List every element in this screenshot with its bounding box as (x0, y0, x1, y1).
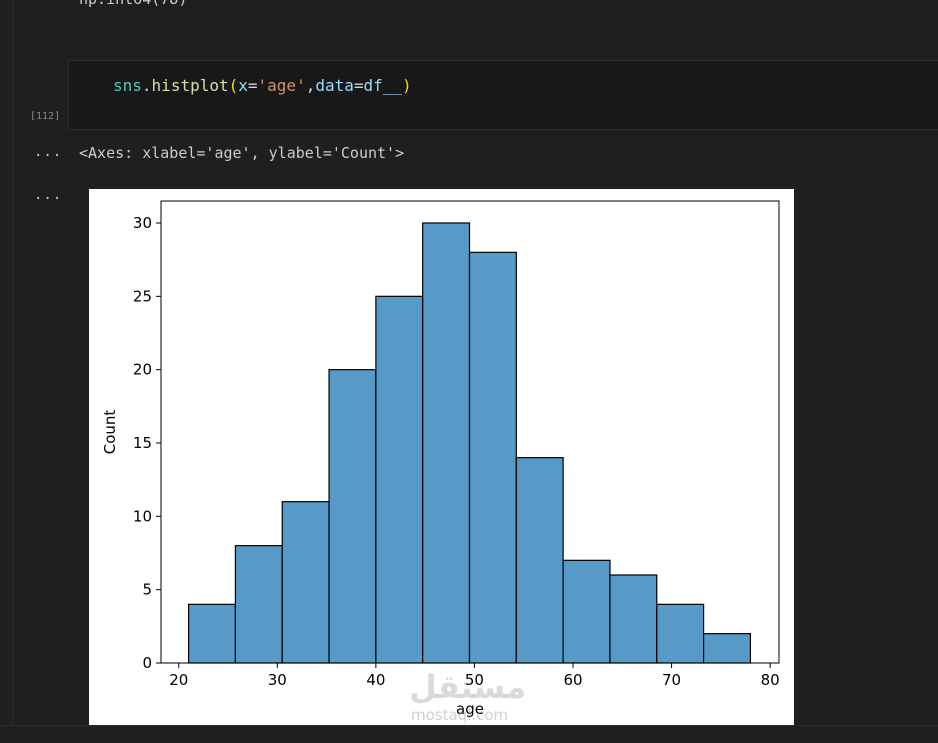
plot-output: 20 30 40 50 60 70 80 0 5 10 15 20 25 30 age Count (89, 189, 794, 725)
y-tick-label: 15 (133, 434, 152, 452)
code-token-function: histplot (151, 76, 229, 95)
watermark-arabic: مستقل (409, 668, 527, 706)
output-menu-button[interactable]: ... (34, 144, 63, 160)
histogram-bar (375, 295, 424, 664)
code-token-module: sns (113, 76, 142, 95)
histogram-bar (702, 633, 752, 664)
prev-cell-output-menu[interactable]: ... (34, 0, 62, 2)
code-token-equals: = (353, 76, 364, 95)
x-tick-label: 60 (563, 671, 582, 689)
code-token-dot: . (141, 76, 152, 95)
y-tick-label: 5 (142, 581, 152, 599)
histogram-chart: 20 30 40 50 60 70 80 0 5 10 15 20 25 30 age Count (101, 200, 780, 718)
plot-output-menu-button[interactable]: ... (34, 187, 63, 203)
output-repr-text: <Axes: xlabel='age', ylabel='Count'> (79, 144, 405, 162)
y-tick-label: 30 (133, 214, 152, 232)
y-tick-label: 0 (142, 654, 152, 672)
execution-count: [112] (30, 111, 61, 122)
y-tick-label: 25 (133, 287, 152, 305)
watermark-logo: مستقل mostaql.com (409, 668, 527, 728)
histogram-bar (187, 603, 237, 664)
y-tick-label: 10 (133, 507, 152, 525)
code-token-param-data: data (315, 76, 354, 95)
histogram-bar (328, 369, 377, 664)
y-axis-label: Count (101, 410, 119, 455)
code-token-param-x: x (238, 76, 248, 95)
code-token-variable: df__ (363, 76, 403, 95)
x-tick-label: 80 (761, 671, 780, 689)
x-axis-label: age (456, 700, 484, 718)
histogram-bar (281, 501, 330, 664)
x-tick-label: 30 (268, 671, 287, 689)
x-tick-label: 70 (662, 671, 681, 689)
watermark-latin: mostaql.com (411, 706, 509, 724)
code-line[interactable]: sns.histplot(x='age',data=df__) (113, 76, 412, 95)
gutter-divider (12, 0, 13, 742)
code-token-comma: , (305, 76, 316, 95)
code-token-open-paren: ( (228, 76, 239, 95)
x-tick-label: 40 (366, 671, 385, 689)
histogram-bar (562, 559, 611, 664)
histogram-bar (234, 545, 283, 664)
prev-cell-output-text: np.int64(78) (79, 0, 187, 8)
histogram-bar (609, 574, 658, 664)
histogram-bar (656, 603, 705, 664)
histogram-bar (468, 251, 517, 664)
histogram-bar (422, 222, 471, 664)
bottom-bar (0, 725, 938, 743)
histogram-bar (515, 457, 564, 664)
y-tick-label: 20 (133, 361, 152, 379)
code-cell-editor[interactable]: sns.histplot(x='age',data=df__) (68, 60, 938, 130)
code-token-string: 'age' (257, 76, 306, 95)
x-tick-label: 20 (169, 671, 188, 689)
code-token-close-paren: ) (402, 76, 412, 95)
code-token-equals: = (247, 76, 258, 95)
axes-frame (160, 200, 780, 664)
x-tick-label: 50 (465, 671, 484, 689)
